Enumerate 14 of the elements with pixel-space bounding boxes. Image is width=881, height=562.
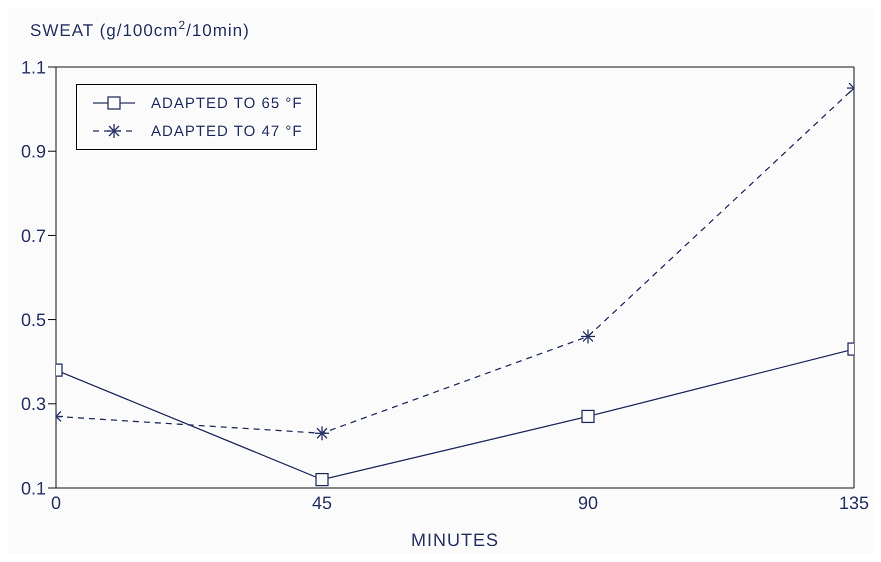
y-axis-title: SWEAT (g/100cm$^{2}$/10min) [30,18,250,40]
x-axis-title: MINUTES [411,530,499,550]
x-tick-label: 0 [50,492,62,513]
y-tick-label: 0.7 [20,226,46,246]
y-tick-label: 0.9 [20,142,46,162]
y-tick-label: 1.1 [20,57,46,78]
legend-label: ADAPTED TO 65 °F [151,94,302,112]
x-tick-label: 45 [312,492,332,513]
x-tick-label: 90 [578,492,598,513]
y-tick-label: 0.5 [20,310,46,330]
x-tick-label: 135 [838,492,870,513]
y-tick-label: 0.3 [20,394,46,414]
y-tick-label: 0.1 [20,478,46,498]
legend-label: ADAPTED TO 47 °F [151,122,302,140]
